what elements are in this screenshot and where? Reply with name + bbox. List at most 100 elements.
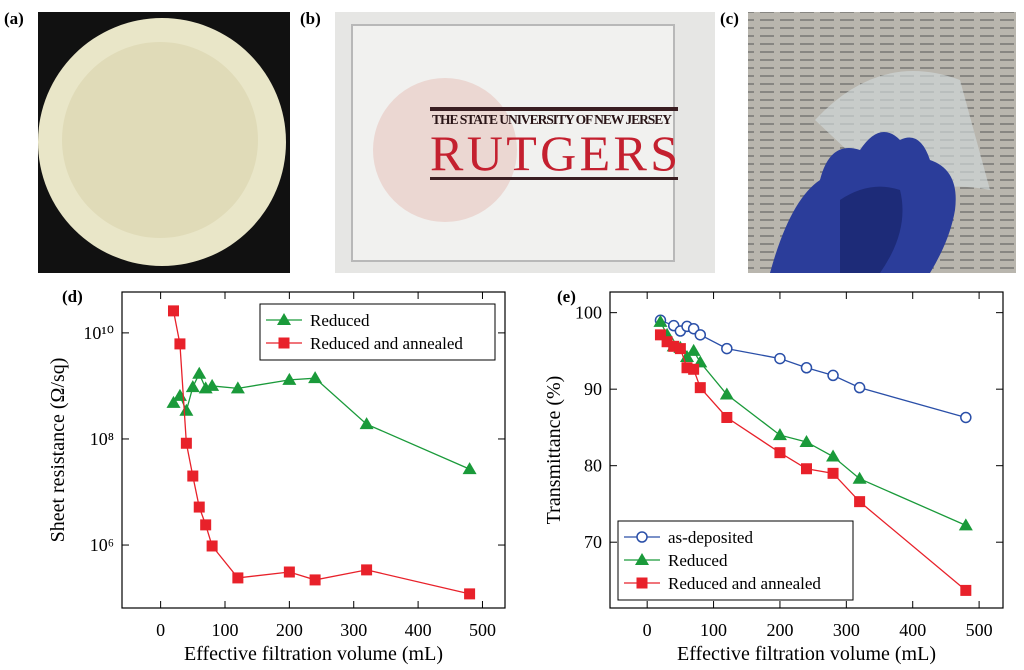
marker xyxy=(852,471,867,484)
marker xyxy=(668,340,680,352)
marker xyxy=(359,417,374,430)
x-tick-label: 300 xyxy=(833,620,860,640)
marker xyxy=(719,387,734,400)
marker xyxy=(853,381,866,394)
x-tick-label: 200 xyxy=(276,620,303,640)
x-axis-title: Effective filtration volume (mL) xyxy=(677,643,936,665)
y-axis-title: Sheet resistance (Ω/sq) xyxy=(47,358,69,543)
photo-c xyxy=(748,12,1016,273)
marker xyxy=(205,378,220,391)
logo-text: RUTGERS xyxy=(430,125,678,181)
legend-marker xyxy=(278,337,290,349)
photo-a xyxy=(38,12,290,273)
marker xyxy=(827,467,839,479)
marker xyxy=(800,361,813,374)
panel-label: (b) xyxy=(300,9,321,28)
y-axis-title: Transmittance (%) xyxy=(543,376,565,525)
marker xyxy=(799,434,814,447)
marker xyxy=(283,566,295,578)
photo-b: THE STATE UNIVERSITY OF NEW JERSEY RUTGE… xyxy=(335,12,715,273)
marker xyxy=(179,403,194,416)
marker xyxy=(958,518,973,531)
y-tick-label: 10⁸ xyxy=(90,429,114,449)
x-tick-label: 500 xyxy=(469,620,496,640)
legend-label: as-deposited xyxy=(668,528,753,547)
marker xyxy=(180,437,192,449)
plot-frame xyxy=(609,291,1004,609)
y-tick-label: 90 xyxy=(584,379,602,399)
marker xyxy=(174,338,186,350)
marker xyxy=(681,362,693,374)
logo-text: THE STATE UNIVERSITY OF NEW JERSEY xyxy=(432,112,672,127)
marker xyxy=(721,411,733,423)
marker xyxy=(167,305,179,317)
marker xyxy=(721,342,733,355)
y-tick-label: 10¹⁰ xyxy=(83,323,114,343)
marker xyxy=(854,496,866,508)
y-tick-label: 70 xyxy=(584,532,602,552)
y-tick-label: 100 xyxy=(575,303,602,323)
legend-label: Reduced and annealed xyxy=(310,334,463,353)
marker xyxy=(661,336,673,348)
y-tick-label: 80 xyxy=(584,456,602,476)
marker xyxy=(462,462,477,475)
x-tick-label: 400 xyxy=(899,620,926,640)
series-line xyxy=(172,310,470,595)
legend-label: Reduced xyxy=(310,311,370,330)
marker xyxy=(187,470,199,482)
legend-label: Reduced and annealed xyxy=(668,574,821,593)
panel-label: (d) xyxy=(62,287,83,306)
panel-label: (e) xyxy=(557,287,576,306)
marker xyxy=(653,314,668,327)
legend-marker xyxy=(277,313,291,325)
marker xyxy=(654,329,666,341)
marker xyxy=(309,574,321,586)
marker xyxy=(232,572,244,584)
panel-label: (a) xyxy=(4,9,24,28)
legend-marker xyxy=(636,577,648,589)
marker xyxy=(826,449,841,462)
marker xyxy=(185,380,200,393)
marker xyxy=(827,369,839,382)
marker xyxy=(960,584,972,596)
marker xyxy=(686,343,701,356)
marker xyxy=(688,363,700,375)
x-tick-label: 0 xyxy=(156,620,165,640)
marker xyxy=(694,329,707,341)
series-line xyxy=(659,321,967,526)
panel-label: (c) xyxy=(720,9,739,28)
legend-label: Reduced xyxy=(668,551,728,570)
marker xyxy=(774,447,786,459)
legend-marker xyxy=(635,553,649,565)
marker xyxy=(282,372,297,385)
marker xyxy=(166,395,181,408)
x-tick-label: 300 xyxy=(340,620,367,640)
x-tick-label: 100 xyxy=(211,620,238,640)
marker xyxy=(200,519,212,531)
legend-box xyxy=(259,303,496,361)
marker xyxy=(674,343,686,355)
marker xyxy=(772,428,787,441)
x-tick-label: 500 xyxy=(966,620,993,640)
x-tick-label: 200 xyxy=(766,620,793,640)
marker xyxy=(308,371,323,384)
marker xyxy=(361,564,373,576)
x-tick-label: 100 xyxy=(700,620,727,640)
marker xyxy=(193,501,205,513)
marker xyxy=(230,381,245,394)
x-axis-title: Effective filtration volume (mL) xyxy=(184,643,443,665)
marker xyxy=(694,382,706,394)
marker xyxy=(206,540,218,552)
plot-frame xyxy=(121,291,506,609)
marker xyxy=(960,411,972,424)
marker xyxy=(774,352,786,365)
marker xyxy=(192,366,207,379)
x-tick-label: 0 xyxy=(643,620,652,640)
series-line xyxy=(173,372,470,470)
legend-marker xyxy=(636,531,648,543)
marker xyxy=(172,388,187,401)
marker xyxy=(464,588,476,600)
x-tick-label: 400 xyxy=(405,620,432,640)
